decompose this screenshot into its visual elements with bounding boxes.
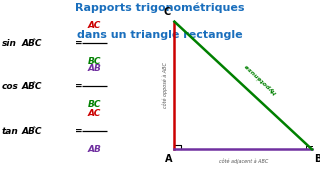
Text: Rapports trigonométriques: Rapports trigonométriques (75, 3, 245, 13)
Text: =: = (75, 39, 82, 48)
Text: sin: sin (2, 39, 16, 48)
Text: AB̂C: AB̂C (22, 82, 42, 91)
Text: Hypoténuse: Hypoténuse (244, 62, 278, 95)
Text: AC: AC (88, 21, 101, 30)
Text: côté opposé à ABC: côté opposé à ABC (162, 63, 168, 108)
Text: AB̂C: AB̂C (22, 39, 42, 48)
Text: AC: AC (88, 109, 101, 118)
Text: =: = (75, 82, 82, 91)
Text: A: A (165, 154, 172, 164)
Text: BC: BC (88, 57, 101, 66)
Text: cos: cos (2, 82, 19, 91)
Text: tan: tan (2, 127, 18, 136)
Text: =: = (75, 127, 82, 136)
Text: AB: AB (87, 145, 101, 154)
Text: C: C (163, 7, 171, 17)
Text: AB: AB (87, 64, 101, 73)
Text: B: B (314, 154, 320, 164)
Text: AB̂C: AB̂C (22, 127, 42, 136)
Text: côté adjacent à ABC: côté adjacent à ABC (219, 158, 268, 164)
Text: BC: BC (88, 100, 101, 109)
Text: dans un triangle rectangle: dans un triangle rectangle (77, 30, 243, 40)
